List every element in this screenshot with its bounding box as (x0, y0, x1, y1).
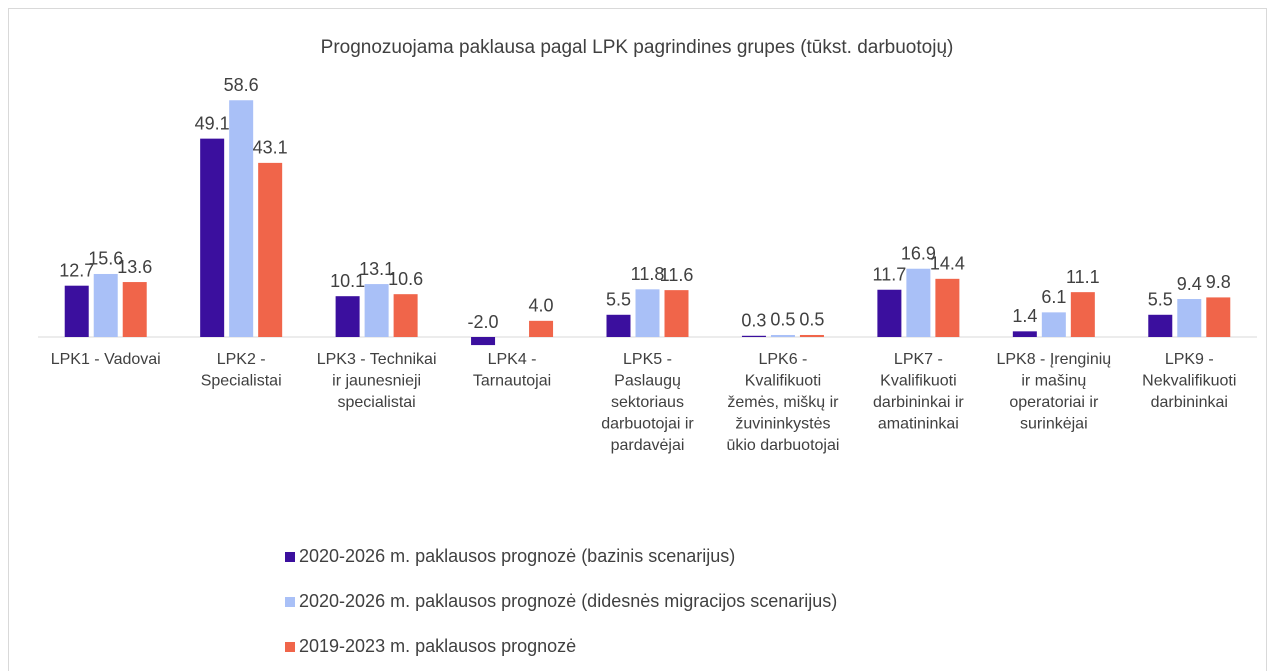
bar (906, 268, 931, 337)
x-tick-label: LPK1 - Vadovai (51, 351, 161, 368)
bar (364, 284, 389, 337)
data-label: 0.5 (770, 310, 795, 330)
data-label: 16.9 (901, 243, 936, 263)
bar (258, 162, 283, 337)
x-tick-label: LPK3 - Technikai ir jaunesnieji specialist… (317, 351, 437, 411)
bar (1070, 292, 1095, 337)
x-tick-label: LPK5 -Paslaugų sektoriaus darbuotojai ir pa… (601, 351, 694, 454)
bar (529, 320, 554, 337)
bar (935, 278, 960, 337)
bar (471, 337, 496, 346)
chart-frame (8, 8, 1267, 671)
bar (1177, 299, 1202, 337)
data-label: 11.7 (873, 264, 907, 284)
bar (1012, 331, 1037, 337)
bar (741, 335, 766, 337)
x-tick-label: LPK6 -Kvalifikuoti žemės, miškų ir žuvinin… (726, 351, 839, 454)
data-label: 9.4 (1177, 274, 1202, 294)
bar (64, 285, 89, 337)
legend-label: 2019-2023 m. paklausos prognozė (299, 636, 576, 656)
bar (1206, 297, 1231, 337)
data-label: 49.1 (195, 113, 230, 133)
data-label: 14.4 (930, 254, 965, 274)
chart-title: Prognozuojama paklausa pagal LPK pagrind… (321, 37, 954, 58)
x-tick-label: LPK7 -Kvalifikuoti darbininkai ir amatinin… (873, 351, 964, 433)
bar (229, 100, 254, 337)
bar (1041, 312, 1066, 337)
data-label: 15.6 (88, 249, 123, 269)
data-label: 4.0 (529, 296, 554, 316)
bar (335, 296, 360, 337)
data-label: 5.5 (1148, 290, 1173, 310)
bar (664, 290, 689, 337)
bar (770, 334, 795, 337)
legend-label: 2020-2026 m. paklausos prognozė (bazinis… (299, 546, 735, 566)
bar (606, 314, 631, 337)
bar (93, 273, 118, 337)
data-label: 10.6 (388, 269, 423, 289)
legend-label: 2020-2026 m. paklausos prognozė (didesnė… (299, 591, 837, 611)
data-label: 13.1 (359, 259, 394, 279)
legend-swatch (285, 597, 295, 607)
x-tick-label: LPK9 -Nekvalifikuoti darbininkai (1142, 351, 1236, 411)
data-label: 43.1 (253, 138, 288, 158)
data-label: 11.6 (660, 265, 694, 285)
data-label: 0.5 (799, 310, 824, 330)
bar (877, 289, 902, 337)
bar (799, 334, 824, 337)
bar (393, 294, 418, 337)
bar (635, 289, 660, 337)
bar (1148, 314, 1173, 337)
data-label: 0.3 (741, 311, 766, 331)
data-label: 11.1 (1066, 267, 1100, 287)
bar (200, 138, 225, 337)
data-label: 58.6 (224, 75, 259, 95)
x-tick-label: LPK2 -Specialistai (201, 351, 282, 390)
data-label: 6.1 (1041, 287, 1066, 307)
data-label: 11.8 (631, 264, 665, 284)
data-label: 9.8 (1206, 272, 1231, 292)
data-label: 5.5 (606, 290, 631, 310)
data-label: 1.4 (1012, 306, 1037, 326)
data-label: 13.6 (117, 257, 152, 277)
data-label: 10.1 (330, 271, 365, 291)
data-label: 12.7 (59, 260, 94, 280)
data-label: -2.0 (468, 312, 499, 332)
x-tick-label: LPK8 - Įrenginių ir mašinų operatoriai ir s… (996, 351, 1111, 433)
legend-swatch (285, 552, 295, 562)
bar (122, 282, 147, 337)
legend-swatch (285, 642, 295, 652)
x-tick-label: LPK4 -Tarnautojai (473, 351, 551, 390)
